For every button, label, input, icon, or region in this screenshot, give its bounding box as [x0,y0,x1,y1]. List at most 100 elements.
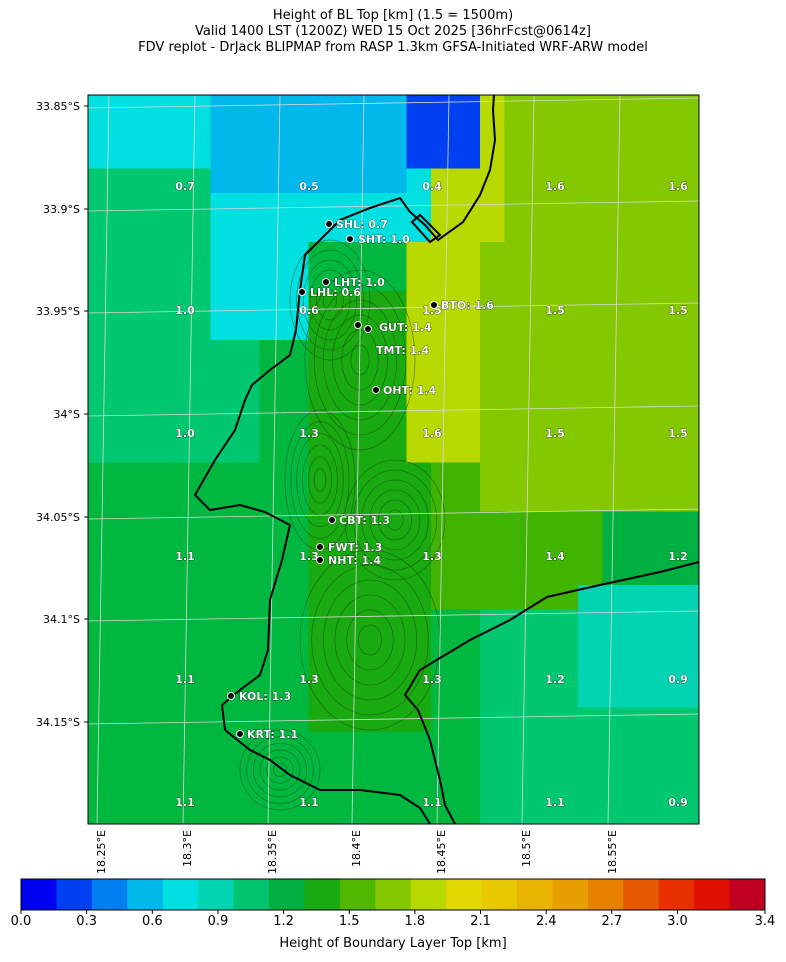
station-dot [227,692,235,700]
raster-cell [651,315,677,341]
raster-cell [627,536,652,561]
raster-cell [651,413,677,439]
raster-cell [210,781,236,806]
raster-cell [578,487,603,512]
raster-cell [455,805,481,824]
raster-cell [676,193,699,218]
contour-line [369,489,421,551]
raster-cell [333,609,358,635]
raster-cell [455,462,481,488]
raster-cell [651,462,677,488]
value-label: 1.6 [668,180,688,193]
raster-cell [186,781,211,806]
raster-cell [602,585,628,610]
raster-cell [406,291,432,316]
value-label: 1.1 [175,550,195,563]
contour-line [377,499,413,541]
raster-cell [455,683,481,708]
raster-cell [529,389,554,414]
raster-cell [284,658,309,684]
raster-cell [651,389,677,414]
raster-cell [137,658,162,684]
raster-cell [676,609,699,635]
raster-cell [406,438,432,463]
raster-cell [112,315,138,341]
raster-cell [161,193,187,218]
raster-cell [88,511,113,537]
raster-cell [578,266,603,292]
lat-tick-label: 34°S [54,408,80,421]
raster-cell [553,168,579,194]
raster-cell [235,609,260,635]
raster-cell [455,756,481,782]
raster-cell [406,536,432,561]
raster-cell [627,487,652,512]
raster-cell [578,658,603,684]
raster-cell [529,364,554,390]
raster-cell [308,315,334,341]
raster-cell [112,364,138,390]
lat-gridline [87,508,700,520]
raster-cell [504,511,530,537]
raster-cell [431,462,456,488]
raster-cell [602,707,628,733]
value-label: 1.0 [175,427,195,440]
raster-cell [382,756,407,782]
lat-tick-label: 33.85°S [36,100,80,113]
raster-cell [553,511,579,537]
colorbar-tick-label: 0.3 [76,914,97,929]
value-label: 1.6 [422,427,442,440]
raster-cell [578,119,603,145]
raster-cell [455,340,481,365]
raster-cell [553,707,579,733]
raster-cell [455,242,481,267]
raster-cell [161,168,187,194]
raster-cell [627,340,652,365]
lon-tick-label: 18.45°E [435,830,448,874]
raster-cell [480,658,505,684]
raster-cell [161,413,187,439]
raster-cell [210,609,236,635]
raster-cell [259,438,285,463]
raster-cell [455,217,481,243]
raster-cell [210,242,236,267]
raster-cell [259,683,285,708]
raster-cell [529,683,554,708]
raster-cell [553,95,579,120]
raster-cell [480,781,505,806]
raster-cell [186,119,211,145]
colorbar-tick-label: 1.2 [273,914,294,929]
raster-cell [480,119,505,145]
raster-cell [308,95,334,120]
raster-cell [284,536,309,561]
lon-gridline [182,94,196,825]
raster-cell [235,438,260,463]
raster-cell [455,707,481,733]
value-label: 1.5 [668,304,688,317]
raster-cell [627,364,652,390]
raster-cell [137,413,162,439]
raster-cell [480,364,505,390]
raster-cell [627,217,652,243]
station-dot [325,220,333,228]
raster-cell [308,144,334,169]
graticule [87,94,700,825]
raster-cell [480,707,505,733]
raster-cell [284,144,309,169]
raster-cell [627,634,652,659]
raster-cell [578,217,603,243]
raster-cell [112,413,138,439]
raster-cell [382,732,407,757]
raster-cell [578,242,603,267]
raster-cell [333,144,358,169]
colorbar-swatch [127,879,164,910]
raster-cell [602,266,628,292]
raster-cell [578,413,603,439]
raster-cell [553,413,579,439]
raster-cell [161,634,187,659]
raster-cell [137,217,162,243]
raster-cell [529,536,554,561]
colorbar-swatch [304,879,341,910]
raster-cell [357,266,383,292]
raster-cell [210,119,236,145]
